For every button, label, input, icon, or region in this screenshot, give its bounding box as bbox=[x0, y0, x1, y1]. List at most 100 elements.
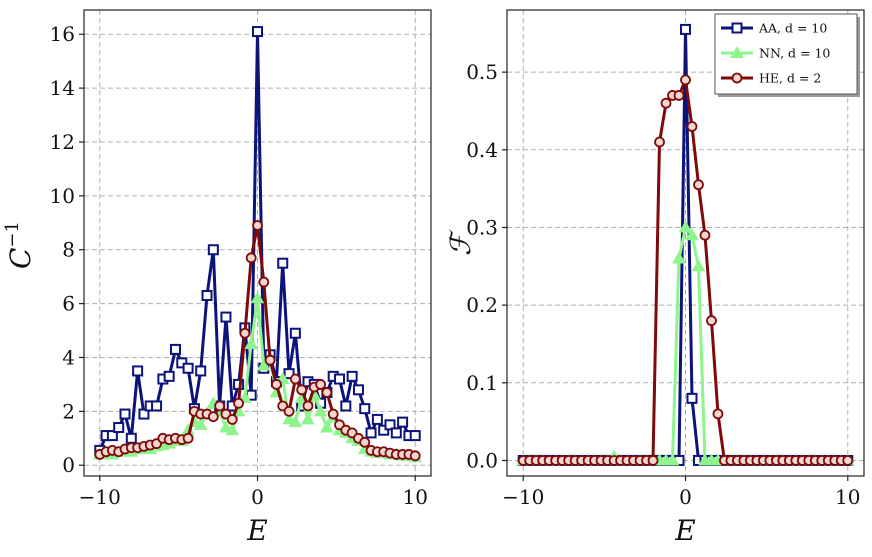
data-point bbox=[138, 408, 150, 420]
data-point bbox=[106, 430, 118, 442]
x-tick-label: 10 bbox=[403, 485, 428, 509]
data-point bbox=[239, 327, 251, 339]
data-point bbox=[672, 251, 686, 264]
data-point bbox=[256, 358, 271, 371]
data-point bbox=[225, 423, 240, 436]
data-point bbox=[390, 427, 402, 439]
series-circle bbox=[94, 220, 421, 462]
legend-label: NN, d = 10 bbox=[759, 46, 830, 61]
data-point bbox=[193, 417, 208, 430]
data-point bbox=[252, 220, 263, 231]
grid bbox=[84, 10, 431, 476]
data-point bbox=[113, 422, 125, 434]
data-point bbox=[371, 413, 383, 425]
y-tick-label: 0 bbox=[62, 453, 75, 477]
y-tick-label: 8 bbox=[62, 238, 75, 262]
data-point bbox=[283, 368, 295, 380]
x-axis-label: E bbox=[674, 514, 695, 547]
data-point bbox=[125, 432, 137, 444]
data-point bbox=[409, 450, 421, 462]
data-point bbox=[182, 362, 194, 374]
series-circle bbox=[517, 74, 854, 466]
legend-marker bbox=[731, 22, 743, 34]
y-tick-label: 10 bbox=[50, 184, 75, 208]
y-tick-label: 0.3 bbox=[466, 215, 498, 239]
data-point bbox=[163, 370, 175, 382]
data-point bbox=[706, 315, 717, 327]
data-point bbox=[207, 244, 219, 256]
data-point bbox=[271, 379, 282, 390]
legend: AA, d = 10 NN, d = 10 HE, d = 2 bbox=[714, 13, 860, 97]
data-point bbox=[277, 257, 289, 269]
data-point bbox=[182, 432, 194, 444]
data-point bbox=[207, 411, 219, 423]
data-point bbox=[244, 337, 259, 350]
data-point bbox=[673, 90, 685, 101]
data-point bbox=[397, 416, 409, 428]
data-point bbox=[258, 276, 270, 288]
data-point bbox=[245, 252, 257, 264]
data-point bbox=[169, 343, 181, 355]
data-point bbox=[201, 290, 213, 302]
data-point bbox=[693, 179, 704, 191]
y-tick-label: 12 bbox=[50, 130, 75, 154]
x-axis-label: E bbox=[246, 514, 267, 547]
data-point bbox=[699, 229, 711, 241]
y-tick-label: 4 bbox=[62, 345, 75, 369]
data-point bbox=[686, 121, 698, 132]
data-point bbox=[321, 387, 333, 398]
data-point bbox=[365, 427, 377, 439]
x-tick-label: 0 bbox=[679, 485, 692, 509]
data-point bbox=[220, 311, 232, 323]
data-point bbox=[340, 400, 352, 412]
y-tick-label: 2 bbox=[62, 399, 75, 423]
data-point bbox=[352, 384, 364, 396]
data-point bbox=[250, 291, 265, 304]
y-tick-label: 16 bbox=[50, 22, 75, 46]
legend-marker bbox=[731, 72, 743, 84]
x-tick-label: 10 bbox=[835, 485, 860, 509]
legend-label: HE, d = 2 bbox=[759, 71, 821, 86]
data-point bbox=[409, 430, 421, 442]
data-point bbox=[288, 415, 303, 428]
y-tick-label: 0.1 bbox=[466, 371, 498, 395]
y-tick-label: 0.0 bbox=[466, 448, 498, 472]
data-point bbox=[151, 400, 163, 412]
data-point bbox=[301, 412, 315, 425]
data-point bbox=[647, 455, 659, 466]
data-point bbox=[359, 436, 371, 448]
data-point bbox=[334, 373, 346, 385]
data-point bbox=[313, 404, 328, 417]
data-point bbox=[842, 455, 854, 466]
y-tick-label: 14 bbox=[50, 76, 75, 100]
data-point bbox=[289, 373, 301, 385]
data-point bbox=[712, 408, 724, 420]
data-point bbox=[195, 365, 207, 377]
x-tick-label: −10 bbox=[502, 485, 544, 509]
data-point bbox=[226, 414, 238, 425]
y-tick-label: 6 bbox=[62, 292, 75, 316]
data-point bbox=[685, 228, 699, 241]
x-tick-label: 0 bbox=[251, 485, 264, 509]
data-point bbox=[320, 420, 334, 433]
data-point bbox=[296, 384, 308, 396]
data-point bbox=[119, 408, 131, 420]
data-point bbox=[660, 97, 672, 109]
data-point bbox=[264, 354, 276, 366]
data-point bbox=[346, 370, 358, 382]
data-point bbox=[327, 408, 339, 420]
data-point bbox=[315, 379, 326, 390]
y-axis-label: C−1 bbox=[2, 221, 37, 269]
data-point bbox=[233, 397, 244, 409]
data-point bbox=[132, 365, 144, 377]
data-point bbox=[214, 400, 226, 412]
data-point bbox=[691, 259, 706, 272]
y-tick-label: 0.4 bbox=[466, 138, 498, 162]
data-point bbox=[678, 220, 693, 233]
legend-marker bbox=[730, 45, 744, 58]
data-point bbox=[384, 419, 396, 431]
